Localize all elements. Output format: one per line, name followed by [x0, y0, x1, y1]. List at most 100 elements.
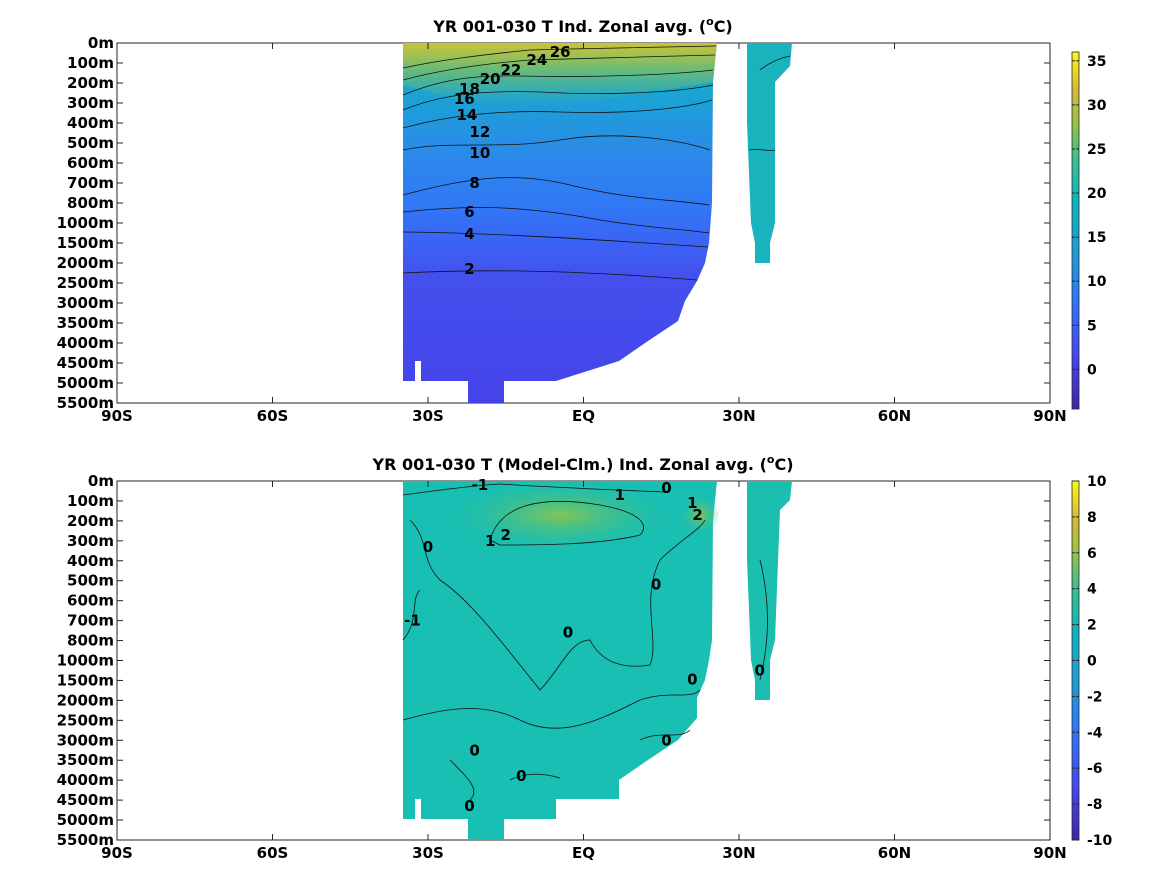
- contour-lines: [402, 45, 791, 281]
- contour-label: 10: [469, 144, 490, 162]
- contour-label: 16: [454, 90, 475, 108]
- y-tick-label: 5000m: [57, 811, 114, 829]
- x-tick-label: 30S: [412, 407, 444, 425]
- contour-label: 0: [687, 670, 697, 688]
- y-tick-label: 300m: [67, 532, 114, 550]
- colorbar-ticks: 0 5 10 15 20 25 30 35: [1072, 54, 1107, 378]
- colorbar-tick-label: 15: [1087, 230, 1106, 246]
- y-tick-label: 5500m: [57, 394, 114, 412]
- contour-label: 0: [651, 576, 661, 594]
- field-main: [403, 481, 717, 840]
- y-tick-label: 5500m: [57, 831, 114, 849]
- y-tick-label: 500m: [67, 134, 114, 152]
- y-tick-label: 5000m: [57, 374, 114, 392]
- contour-label: -1: [404, 612, 421, 630]
- contour-label: 20: [480, 70, 501, 88]
- contour-label: 14: [456, 106, 477, 124]
- y-tick-label: 3000m: [57, 731, 114, 749]
- colorbar-tick-label: 6: [1087, 546, 1097, 562]
- contour-label: 0: [469, 741, 479, 759]
- x-tick-label: 90S: [101, 407, 133, 425]
- x-axis: 90S 60S 30S EQ 30N 60N 90N: [101, 43, 1067, 425]
- y-tick-label: 300m: [67, 94, 114, 112]
- contour-label: 12: [469, 123, 490, 141]
- contour-label: 0: [755, 661, 765, 679]
- contour-label: 4: [464, 225, 474, 243]
- y-axis: 0m 100m 200m 300m 400m 500m 600m 700m 800m 1000m 1…: [57, 34, 1050, 412]
- colorbar-tick-label: -8: [1087, 797, 1103, 813]
- colorbar-tick-label: -6: [1087, 761, 1103, 777]
- colorbar-tick-label: 30: [1087, 98, 1107, 114]
- y-tick-label: 0m: [88, 472, 114, 490]
- y-tick-label: 2500m: [57, 711, 114, 729]
- x-tick-label: 90N: [1033, 844, 1066, 862]
- x-axis: 90S 60S 30S EQ 30N 60N 90N: [101, 481, 1067, 862]
- y-tick-label: 400m: [67, 552, 114, 570]
- colorbar-tick-label: 0: [1087, 362, 1097, 378]
- colorbar-tick-label: -4: [1087, 725, 1103, 741]
- colorbar-tick-label: 5: [1087, 318, 1097, 334]
- contour-label: 0: [661, 479, 671, 497]
- y-tick-label: 4500m: [57, 791, 114, 809]
- contour-label: 2: [501, 526, 511, 544]
- y-tick-label: 2000m: [57, 691, 114, 709]
- y-tick-label: 3000m: [57, 294, 114, 312]
- contour-label: 1: [615, 486, 625, 504]
- colorbar-tick-label: 4: [1087, 582, 1097, 598]
- contour-label: 0: [563, 624, 573, 642]
- y-tick-label: 700m: [67, 174, 114, 192]
- y-tick-label: 1500m: [57, 671, 114, 689]
- colorbar-tick-label: 10: [1087, 274, 1107, 290]
- contour-label: 0: [423, 538, 433, 556]
- y-tick-label: 4000m: [57, 771, 114, 789]
- contour-label: 8: [469, 174, 479, 192]
- x-tick-label: 60S: [257, 844, 289, 862]
- x-tick-label: 30N: [722, 407, 755, 425]
- y-tick-label: 800m: [67, 632, 114, 650]
- colorbar-tick-label: 0: [1087, 654, 1097, 670]
- y-tick-label: 700m: [67, 612, 114, 630]
- y-tick-label: 100m: [67, 492, 114, 510]
- x-tick-label: 90N: [1033, 407, 1066, 425]
- contour-label: 22: [500, 61, 521, 79]
- contour-label: 2: [692, 506, 702, 524]
- contour-label: 0: [661, 731, 671, 749]
- chart-title: YR 001-030 T Ind. Zonal avg. (oC): [432, 15, 733, 36]
- y-tick-label: 3500m: [57, 314, 114, 332]
- x-tick-label: 30N: [722, 844, 755, 862]
- contour-label: 0: [464, 797, 474, 815]
- colorbar-tick-label: 20: [1087, 186, 1107, 202]
- chart-title: YR 001-030 T (Model-Clm.) Ind. Zonal avg…: [371, 453, 793, 474]
- y-tick-label: 1000m: [57, 652, 114, 670]
- y-tick-label: 200m: [67, 74, 114, 92]
- contour-label: 6: [464, 203, 474, 221]
- colorbar-tick-label: 10: [1087, 474, 1107, 490]
- x-tick-label: 30S: [412, 844, 444, 862]
- contour-label: 2: [464, 260, 474, 278]
- contour-label: 0: [516, 767, 526, 785]
- colorbar-ticks: -10 -8 -6 -4 -2 0 2 4 6 8 10: [1072, 474, 1113, 849]
- temperature-field: [403, 43, 792, 403]
- x-tick-label: 60N: [878, 844, 911, 862]
- field-warm-anomaly: [450, 480, 670, 550]
- contour-label: 1: [485, 532, 495, 550]
- field-red-sea: [747, 481, 792, 700]
- x-tick-label: 60S: [257, 407, 289, 425]
- y-tick-label: 2000m: [57, 254, 114, 272]
- y-tick-label: 2500m: [57, 274, 114, 292]
- contour-label: 18: [459, 80, 480, 98]
- y-tick-label: 0m: [88, 34, 114, 52]
- field-main: [403, 43, 717, 403]
- field-red-sea: [747, 43, 792, 263]
- x-tick-label: 60N: [878, 407, 911, 425]
- y-tick-label: 1000m: [57, 214, 114, 232]
- field-warm-anomaly-2: [680, 495, 720, 535]
- y-tick-label: 200m: [67, 512, 114, 530]
- contour-label: -1: [471, 476, 488, 494]
- y-tick-label: 4000m: [57, 334, 114, 352]
- colorbar-tick-label: 8: [1087, 510, 1097, 526]
